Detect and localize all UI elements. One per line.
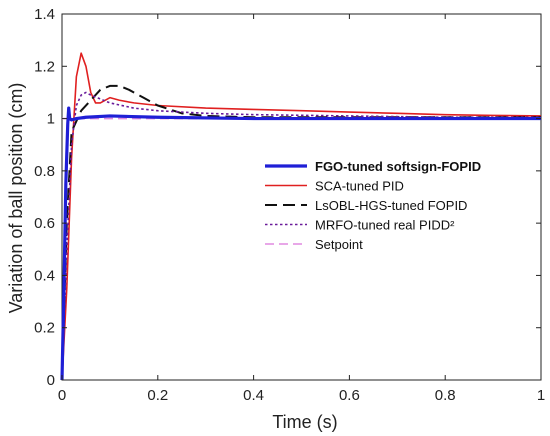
plot-frame [61,13,542,381]
legend-label-3: MRFO-tuned real PIDD² [315,218,455,233]
y-tick-label: 0.6 [34,215,55,232]
y-tick-label: 0.4 [34,267,55,284]
y-tick-label: 1.2 [34,58,55,75]
legend-label-0: FGO-tuned softsign-FOPID [315,159,481,174]
ticks-layer: 0 0.2 0.4 0.6 0.8 1 0 0.2 0.4 0.6 0.8 1 1.2 1.4 [34,6,545,404]
y-tick-label: 1 [47,111,55,128]
y-tick-label: 1.4 [34,6,55,23]
y-tick-label: 0.2 [34,320,55,337]
x-tick-label: 0.8 [435,387,456,404]
y-tick-label: 0.8 [34,163,55,180]
x-tick-label: 0 [58,387,66,404]
y-axis-label: Variation of ball position (cm) [6,83,26,314]
legend-label-4: Setpoint [315,237,363,252]
series-line-3 [61,91,541,381]
series-line-1 [61,52,542,381]
series-line-0 [60,106,541,381]
legend: FGO-tuned softsign-FOPID SCA-tuned PID LsO… [265,159,481,252]
x-tick-label: 0.2 [147,387,168,404]
x-tick-label: 0.4 [243,387,264,404]
series-layer [60,52,542,381]
legend-label-2: LsOBL-HGS-tuned FOPID [315,198,467,213]
x-axis-label: Time (s) [272,412,337,432]
x-tick-label: 0.6 [339,387,360,404]
legend-label-1: SCA-tuned PID [315,179,404,194]
x-tick-label: 1 [537,387,545,404]
y-tick-label: 0 [47,372,55,389]
plot-area [61,13,542,381]
